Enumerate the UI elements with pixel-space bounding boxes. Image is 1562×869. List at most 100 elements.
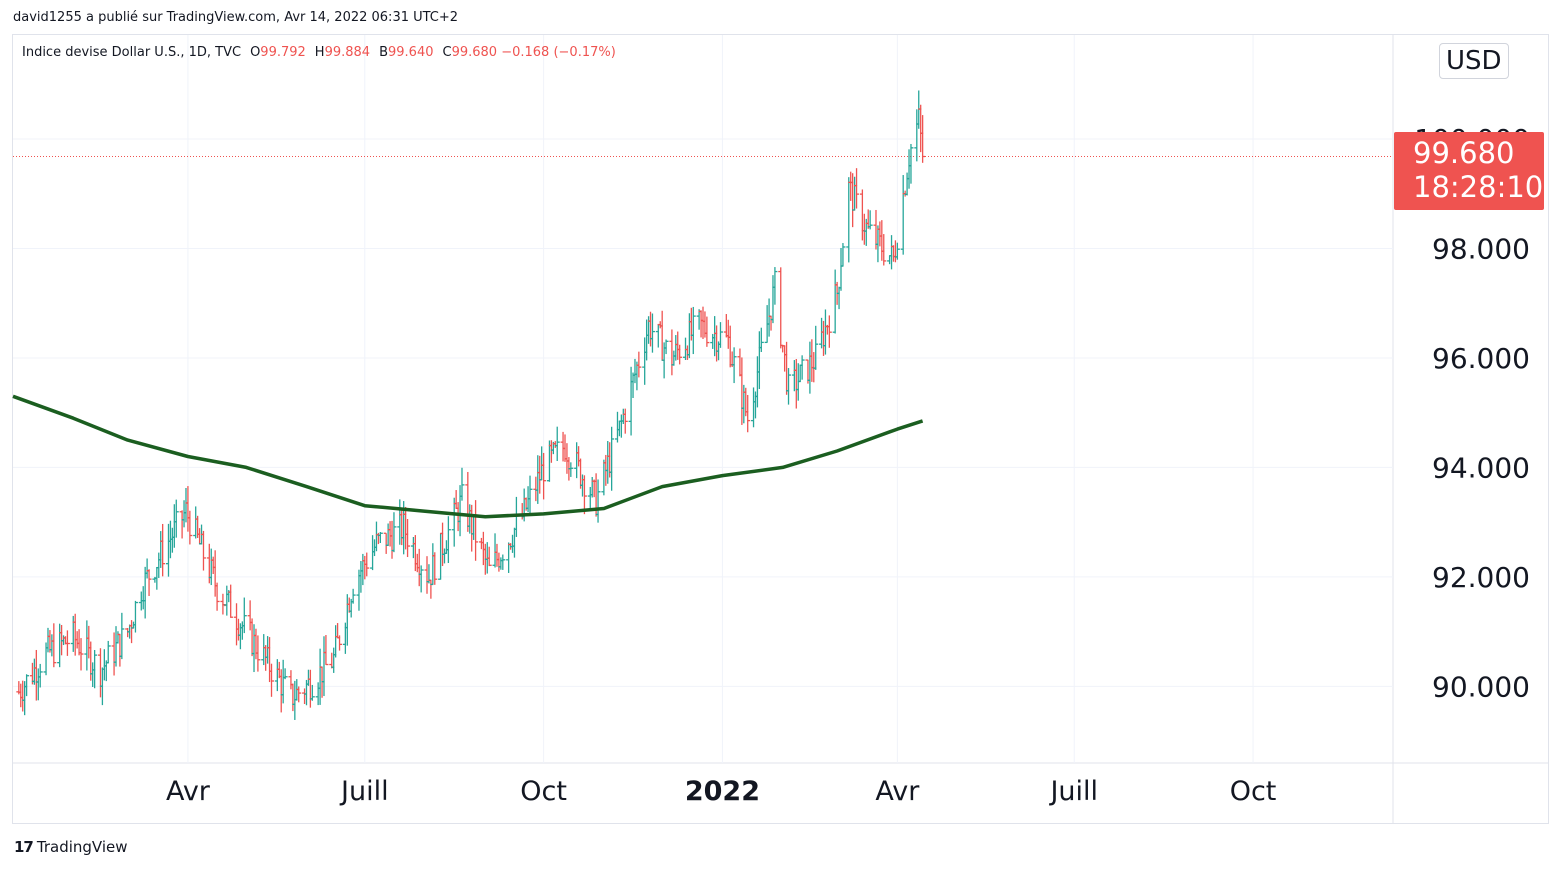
ohlc-bar <box>731 347 737 384</box>
open-label: O <box>250 45 261 60</box>
chart-frame <box>12 34 1549 824</box>
ohlc-bar <box>296 686 302 703</box>
ohlc-bar <box>663 339 669 355</box>
ohlc-bar <box>541 452 547 500</box>
ohlc-bar <box>445 516 451 563</box>
ohlc-bar <box>132 600 138 633</box>
ohlc-bar <box>609 426 615 491</box>
x-tick-label: Avr <box>166 776 211 807</box>
ohlc-bar <box>323 635 329 666</box>
ohlc-bar <box>377 531 383 544</box>
ohlc-bar <box>214 582 220 611</box>
ohlc-bar <box>554 426 560 461</box>
y-tick-label: 92.000 <box>1432 561 1530 594</box>
ohlc-bar <box>432 552 438 585</box>
footer-brand[interactable]: 17 TradingView <box>14 838 128 856</box>
ohlc-bar <box>786 368 792 405</box>
high-value: 99.884 <box>324 45 371 60</box>
ohlc-bar <box>119 612 125 660</box>
ohlc-bar <box>717 322 723 348</box>
ohlc-bar <box>745 394 751 433</box>
ohlc-bar <box>228 584 234 618</box>
ohlc-bar <box>704 316 710 347</box>
ohlc-bar <box>200 530 206 571</box>
ohlc-bar <box>854 168 860 209</box>
y-tick-label: 96.000 <box>1432 342 1530 375</box>
ohlc-bar <box>568 462 574 477</box>
ohlc-bar <box>92 650 98 689</box>
y-tick-label: 90.000 <box>1432 670 1530 703</box>
y-tick-label: 98.000 <box>1432 232 1530 265</box>
ohlc-bar <box>527 475 533 516</box>
time-axis: Avr Juill Oct 2022 Avr Juill Oct <box>166 776 1276 807</box>
ohlc-bar <box>840 243 846 267</box>
ohlc-bar <box>920 115 926 163</box>
open-value: 99.792 <box>260 45 306 60</box>
ohlc-bar <box>581 475 587 515</box>
tradingview-logo-icon: 17 <box>14 838 34 856</box>
ohlc-bar <box>595 479 601 523</box>
ohlc-bar <box>867 210 873 230</box>
ohlc-bar <box>826 315 832 348</box>
symbol-legend: Indice devise Dollar U.S., 1D, TVC O99.79… <box>22 45 616 60</box>
x-tick-label: Oct <box>520 776 567 807</box>
ohlc-bar <box>690 306 696 355</box>
ohlc-bar <box>282 668 288 680</box>
ohlc-bar <box>269 663 275 697</box>
ohlc-bar <box>337 635 343 651</box>
ohlc-bar <box>778 267 784 349</box>
ohlc-bar <box>772 267 778 305</box>
ohlc-bar <box>459 467 465 501</box>
ohlc-bar <box>677 344 683 365</box>
ohlc-bar <box>391 512 397 553</box>
x-tick-label: Juill <box>339 776 389 807</box>
low-value: 99.640 <box>388 45 434 60</box>
ohlc-bar <box>37 663 43 688</box>
currency-button[interactable]: USD <box>1439 43 1509 79</box>
bar-countdown: 18:28:10 <box>1413 170 1544 204</box>
x-tick-label: 2022 <box>685 776 760 807</box>
x-tick-label: Juill <box>1048 776 1098 807</box>
ohlc-bars <box>16 90 926 720</box>
ohlc-bar <box>405 518 411 558</box>
close-value: 99.680 <box>451 45 498 60</box>
ohlc-bar <box>636 351 642 378</box>
ohlc-bar <box>908 143 914 184</box>
ohlc-bar <box>418 565 424 593</box>
ohlc-bar <box>255 635 261 672</box>
ohlc-bar <box>813 325 819 370</box>
ohlc-bar <box>241 597 247 634</box>
ohlc-bar <box>160 523 166 577</box>
ohlc-bar <box>187 510 193 545</box>
ohlc-bar <box>758 327 764 352</box>
publish-attribution: david1255 a publié sur TradingView.com, … <box>13 10 459 25</box>
ohlc-bar <box>364 552 370 577</box>
change-value: −0.168 (−0.17%) <box>501 45 616 60</box>
last-price-label: 99.680 18:28:10 <box>1394 132 1544 210</box>
ohlc-bar <box>51 623 57 668</box>
grid-lines <box>13 35 1548 824</box>
ohlc-bar <box>105 640 111 664</box>
ohlc-bar <box>64 630 70 656</box>
high-label: H <box>314 45 325 60</box>
low-label: B <box>379 45 388 60</box>
symbol-name: Indice devise Dollar U.S., 1D, TVC <box>22 45 242 60</box>
ohlc-bar <box>881 234 887 266</box>
x-tick-label: Avr <box>875 776 920 807</box>
ohlc-bar <box>309 684 315 701</box>
ohlc-bar <box>146 569 152 597</box>
ohlc-bar <box>894 242 900 260</box>
ohlc-bar <box>649 313 655 353</box>
moving-average-line <box>12 394 924 519</box>
ohlc-bar <box>622 408 628 434</box>
ohlc-bar <box>78 638 84 671</box>
x-tick-label: Oct <box>1230 776 1277 807</box>
ohlc-bar <box>486 546 492 567</box>
brand-name: TradingView <box>36 838 128 856</box>
moving-average <box>12 394 924 519</box>
ohlc-bar <box>24 674 30 697</box>
last-price-value: 99.680 <box>1413 136 1515 170</box>
y-tick-label: 94.000 <box>1432 451 1530 484</box>
